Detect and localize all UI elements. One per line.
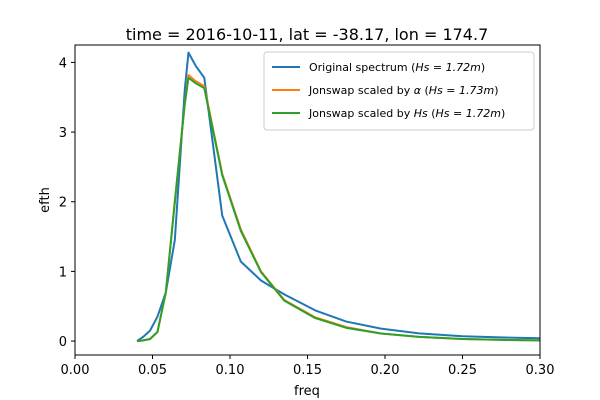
y-tick-label: 0 xyxy=(59,335,67,350)
y-tick-label: 2 xyxy=(59,196,67,211)
x-tick-label: 0.20 xyxy=(371,363,400,378)
x-tick-label: 0.00 xyxy=(61,363,90,378)
series-line-original xyxy=(136,51,541,342)
x-tick-label: 0.05 xyxy=(138,363,167,378)
legend-label-jonswap-alpha: Jonswap scaled by α (Hs = 1.73m) xyxy=(308,84,499,97)
x-tick-label: 0.10 xyxy=(216,363,245,378)
y-axis-label: efth xyxy=(38,187,53,213)
y-tick-label: 1 xyxy=(59,265,67,280)
x-axis-label: freq xyxy=(294,384,320,399)
plot-lines xyxy=(136,51,541,343)
x-tick-label: 0.30 xyxy=(526,363,555,378)
legend-label-jonswap-hs: Jonswap scaled by Hs (Hs = 1.72m) xyxy=(308,107,505,120)
y-axis-ticks: 0 1 2 3 4 xyxy=(59,56,75,350)
legend-label-original: Original spectrum (Hs = 1.72m) xyxy=(309,61,485,74)
x-tick-label: 0.15 xyxy=(293,363,322,378)
chart-title: time = 2016-10-11, lat = -38.17, lon = 1… xyxy=(126,25,489,44)
x-tick-label: 0.25 xyxy=(448,363,477,378)
y-tick-label: 3 xyxy=(59,126,67,141)
legend-box xyxy=(263,51,535,131)
x-axis-ticks: 0.00 0.05 0.10 0.15 0.20 0.25 0.30 xyxy=(61,355,555,378)
y-tick-label: 4 xyxy=(59,56,67,71)
series-line-jonswap-hs xyxy=(136,76,541,343)
legend: Original spectrum (Hs = 1.72m) Jonswap s… xyxy=(263,51,535,131)
